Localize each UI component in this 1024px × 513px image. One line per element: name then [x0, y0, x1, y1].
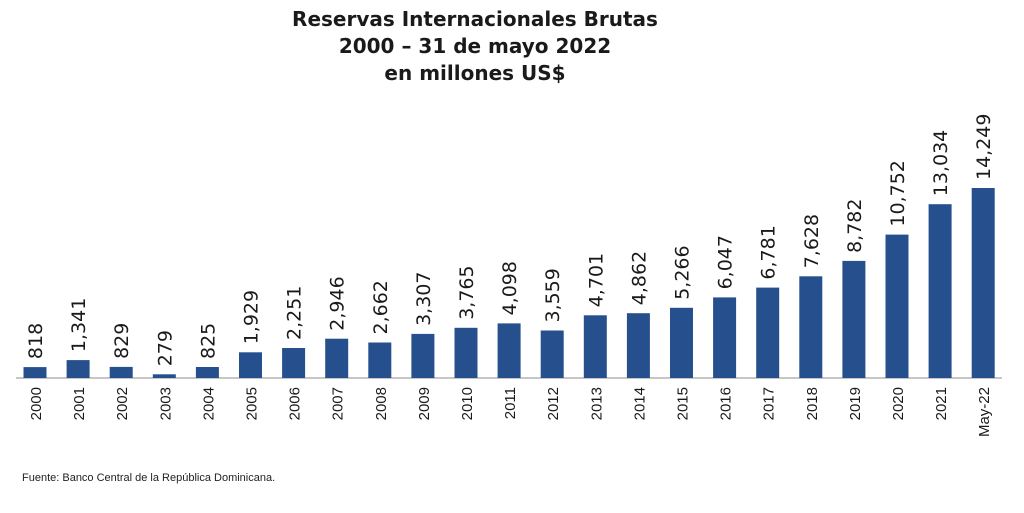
data-label: 4,098 — [499, 261, 521, 315]
data-label: 2,662 — [370, 280, 392, 334]
x-tick-label: 2011 — [502, 387, 519, 419]
x-tick-label: 2014 — [631, 387, 648, 420]
bar — [713, 297, 737, 378]
bar — [195, 367, 219, 378]
data-label: 2,251 — [284, 286, 306, 340]
bar — [411, 333, 435, 378]
data-label: 10,752 — [887, 160, 909, 226]
data-label: 825 — [197, 323, 219, 359]
bar — [885, 234, 909, 378]
chart-title-block: Reservas Internacionales Brutas 2000 – 3… — [0, 6, 950, 87]
x-tick-label: 2018 — [804, 387, 821, 420]
bar — [756, 287, 780, 378]
data-label: 2,946 — [327, 276, 349, 330]
x-tick-label: 2009 — [416, 387, 433, 420]
x-tick-label: 2005 — [244, 387, 261, 420]
bar — [799, 276, 823, 378]
data-label: 3,559 — [542, 268, 564, 322]
x-tick-label: 2013 — [588, 387, 605, 420]
x-tick-label: 2010 — [459, 387, 476, 420]
x-tick-label: 2008 — [373, 387, 390, 420]
data-label: 5,266 — [672, 245, 694, 299]
x-tick-label: 2000 — [28, 387, 45, 420]
data-label: 4,701 — [585, 253, 607, 307]
bar — [325, 338, 349, 378]
x-tick-label: 2003 — [157, 387, 174, 420]
data-label: 279 — [154, 330, 176, 366]
data-label: 1,929 — [241, 290, 263, 344]
x-tick-label: 2004 — [200, 387, 217, 420]
data-label: 14,249 — [973, 114, 995, 180]
data-label: 13,034 — [930, 130, 952, 196]
data-label: 8,782 — [844, 198, 866, 252]
x-tick-label: 2017 — [761, 387, 778, 420]
bar — [928, 204, 952, 378]
chart-title: Reservas Internacionales Brutas — [292, 7, 658, 31]
data-label: 818 — [25, 323, 47, 359]
x-tick-label: 2012 — [545, 387, 562, 420]
data-label: 6,781 — [758, 225, 780, 279]
data-label: 3,765 — [456, 265, 478, 319]
x-tick-label: 2021 — [933, 387, 950, 420]
chart-subtitle-units: en millones US$ — [384, 61, 566, 85]
bar — [152, 374, 176, 378]
source-note: Fuente: Banco Central de la República Do… — [22, 472, 276, 484]
x-tick-label: 2002 — [114, 387, 131, 420]
x-tick-label: 2019 — [847, 387, 864, 420]
bar — [497, 323, 521, 378]
bar — [368, 342, 392, 378]
x-tick-label: 2001 — [71, 387, 88, 420]
bar — [842, 260, 866, 378]
x-tick-label: 2015 — [675, 387, 692, 420]
x-tick-label: 2006 — [287, 387, 304, 420]
x-tick-label: 2016 — [718, 387, 735, 420]
data-label: 7,628 — [801, 214, 823, 268]
bar — [583, 315, 607, 378]
bar — [23, 367, 47, 378]
bar — [282, 348, 306, 378]
bar — [66, 360, 90, 378]
data-label: 3,307 — [413, 271, 435, 325]
bar — [109, 366, 133, 378]
bar — [626, 313, 650, 378]
data-label: 4,862 — [628, 251, 650, 305]
data-label: 1,341 — [68, 298, 90, 352]
x-tick-label: May-22 — [976, 387, 993, 437]
chart-subtitle-period: 2000 – 31 de mayo 2022 — [338, 34, 612, 58]
bar — [239, 352, 262, 378]
bar — [670, 307, 693, 378]
bar — [540, 330, 564, 378]
data-label: 829 — [111, 323, 133, 359]
x-tick-label: 2020 — [890, 387, 907, 420]
bar — [454, 327, 478, 378]
data-label: 6,047 — [715, 235, 737, 289]
x-tick-label: 2007 — [330, 387, 347, 420]
bar — [971, 188, 995, 378]
